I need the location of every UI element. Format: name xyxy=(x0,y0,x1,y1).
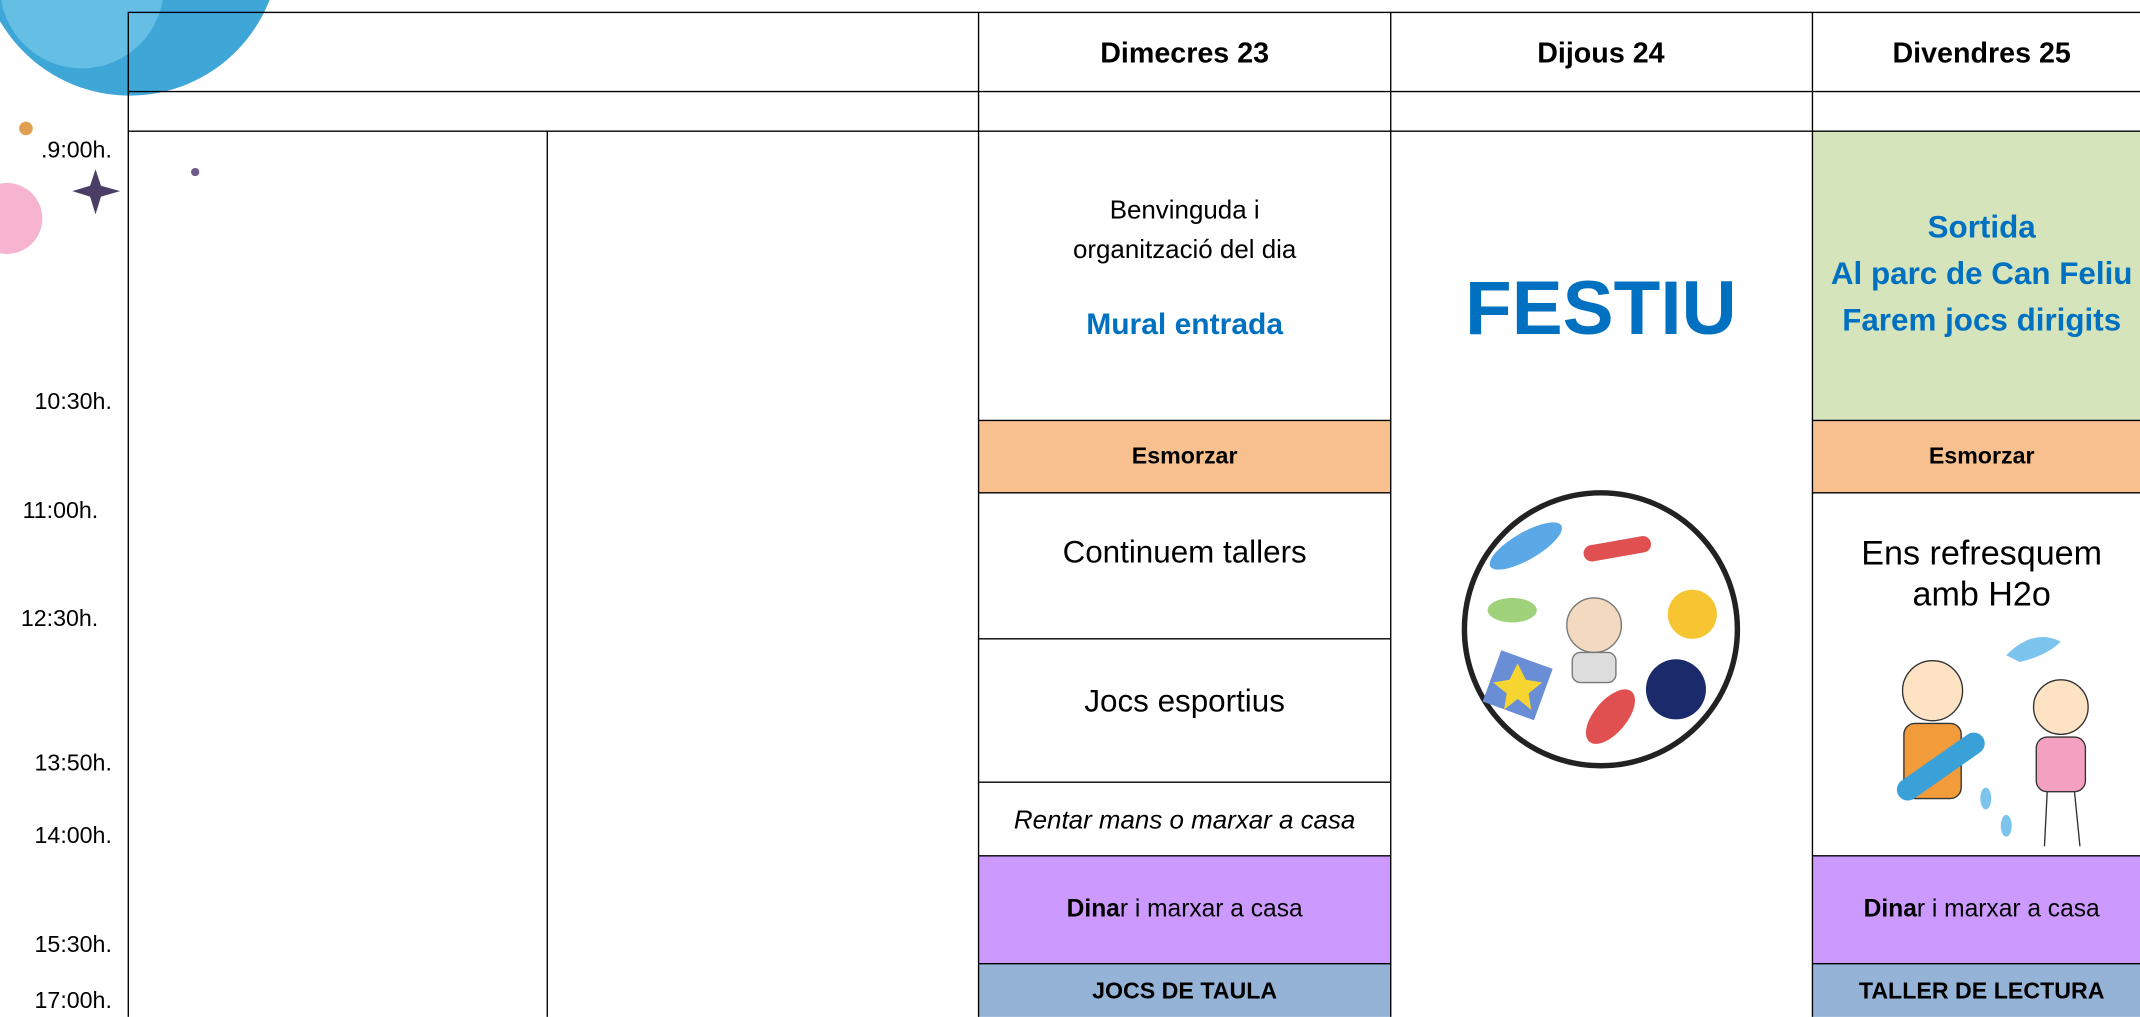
time-label: 14:00h. xyxy=(35,822,112,848)
dot xyxy=(191,167,200,177)
activity-text: Dinar i marxar a casa xyxy=(1067,896,1303,923)
activity-text: Esmorzar xyxy=(1132,442,1238,468)
lunch-cell xyxy=(978,855,1391,964)
time-label: 10:30h. xyxy=(35,388,112,414)
planet-small xyxy=(0,183,43,254)
time-label: 12:30h. xyxy=(21,605,98,631)
afternoon-cell xyxy=(978,963,1391,1017)
kids-illustration xyxy=(1896,637,2089,847)
time-label: 11:00h. xyxy=(23,497,99,523)
activity-highlight: Mural entrada xyxy=(1086,308,1283,341)
lunch-bold: Dina xyxy=(1067,896,1121,923)
activity-text: Rentar mans o marxar a casa xyxy=(1014,807,1355,835)
outing-cell xyxy=(1812,131,2140,421)
activity-text: Continuem tallers xyxy=(1063,535,1307,570)
outing-text: Al parc de Can Feliu xyxy=(1831,256,2133,291)
afternoon-cell xyxy=(1812,963,2140,1017)
lunch-bold: Dina xyxy=(1864,896,1918,923)
activity-text: TALLER DE LECTURA xyxy=(1859,977,2105,1003)
planet-highlight xyxy=(1,0,163,69)
space-illustration xyxy=(1461,490,1741,769)
day-header: Dimecres 23 xyxy=(1100,37,1269,69)
holiday-text: FESTIU xyxy=(1465,266,1737,351)
lunch-rest: r i marxar a casa xyxy=(1120,896,1303,923)
outing-text: Sortida xyxy=(1928,210,2037,245)
star xyxy=(72,169,121,215)
lunch-cell xyxy=(1812,855,2140,964)
breakfast-cell xyxy=(1812,420,2140,493)
time-label: 13:50h. xyxy=(35,750,112,776)
activity-text: Esmorzar xyxy=(1929,442,2035,468)
dot xyxy=(19,121,33,136)
activity-text: Benvinguda i xyxy=(1110,197,1260,225)
activity-text: Ens refresquem xyxy=(1861,535,2102,573)
time-label: 17:00h. xyxy=(35,987,112,1013)
activity-text: Dinar i marxar a casa xyxy=(1864,896,2100,923)
outing-text: Farem jocs dirigits xyxy=(1842,303,2121,338)
lunch-rest: r i marxar a casa xyxy=(1917,896,2100,923)
header-border xyxy=(127,11,2140,93)
day-header: Dijous 24 xyxy=(1537,37,1664,69)
time-label: .9:00h. xyxy=(41,137,112,163)
activity-text: amb H2o xyxy=(1912,576,2050,614)
activity-text: Jocs esportius xyxy=(1084,683,1285,718)
activity-text: organització del dia xyxy=(1073,236,1297,264)
activity-text: JOCS DE TAULA xyxy=(1092,977,1277,1003)
day-header: Divendres 25 xyxy=(1892,37,2070,69)
breakfast-cell xyxy=(978,420,1391,493)
time-label: 15:30h. xyxy=(35,931,112,957)
